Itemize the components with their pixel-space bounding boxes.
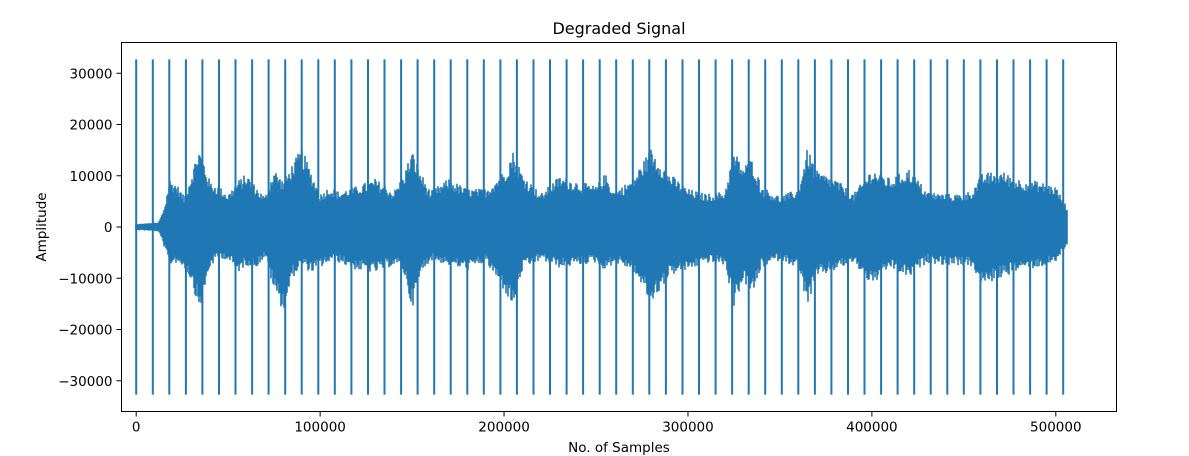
x-tick-label: 0 [132,420,141,436]
x-tick-label: 300000 [662,420,714,436]
signal-waveform [135,149,1068,308]
chart-title: Degraded Signal [552,19,685,38]
x-tick-label: 400000 [846,420,898,436]
y-tick-label: 0 [104,220,113,236]
y-tick-label: 30000 [70,66,113,82]
y-axis-label: Amplitude [34,192,50,261]
x-tick-label: 100000 [294,420,346,436]
y-axis: −30000 −20000 −10000 0 10000 20000 30000 [58,66,122,390]
y-tick-label: −30000 [58,374,112,390]
x-axis: 0 100000 200000 300000 400000 500000 [132,411,1082,436]
y-tick-label: −10000 [58,271,112,287]
y-tick-label: 10000 [70,169,113,185]
y-tick-label: 20000 [70,118,113,134]
x-tick-label: 500000 [1030,420,1082,436]
y-tick-label: −20000 [58,323,112,339]
plot-area [135,59,1068,395]
x-axis-label: No. of Samples [568,440,670,456]
x-tick-label: 200000 [478,420,530,436]
